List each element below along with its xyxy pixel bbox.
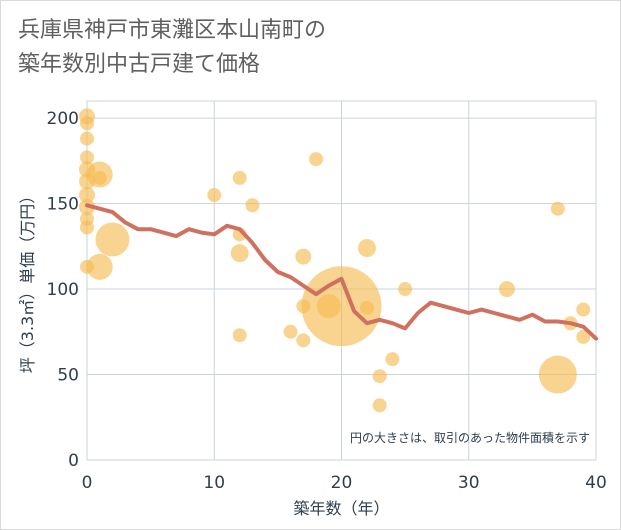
bubble-point [385, 352, 400, 367]
chart-title: 兵庫県神戸市東灘区本山南町の 築年数別中古戸建て価格 [18, 14, 326, 82]
bubble-point [398, 282, 413, 297]
bubble-point [80, 131, 94, 146]
y-tick-label: 0 [68, 451, 79, 471]
x-tick-label: 10 [203, 473, 225, 493]
bubble-point [296, 333, 311, 348]
chart-title-line-1: 兵庫県神戸市東灘区本山南町の [18, 18, 327, 43]
bubble-point [80, 150, 94, 165]
bubble-point [372, 398, 387, 413]
y-tick-label: 50 [57, 366, 79, 386]
average-price-line [85, 203, 598, 341]
bubble-point [230, 244, 249, 263]
bubble-point [357, 239, 376, 258]
bubble-point [372, 369, 387, 384]
chart-title-line-2: 築年数別中古戸建て価格 [18, 52, 261, 77]
y-tick-label: 150 [47, 195, 79, 215]
y-axis-label: 坪（3.3㎡）単価（万円） [18, 188, 37, 373]
bubble-point [295, 248, 312, 265]
bubble-point [232, 170, 247, 185]
bubble-point [80, 116, 94, 131]
bubble-point [576, 329, 591, 344]
x-axis-label: 築年数（年） [293, 499, 389, 518]
bubble-size-note: 円の大きさは、取引のあった物件面積を示す [350, 430, 590, 445]
bubble-point [498, 281, 515, 298]
bubble-series [79, 108, 591, 413]
bubble-point [86, 253, 113, 280]
bubble-point [80, 220, 94, 235]
x-tick-labels: 0 10 20 30 40 [82, 473, 607, 493]
bubble-point [576, 302, 591, 317]
x-tick-label: 40 [585, 473, 607, 493]
bubble-point [232, 328, 247, 343]
bubble-point [92, 170, 107, 185]
bubble-point [283, 324, 298, 339]
bubble-point [79, 187, 95, 204]
x-tick-label: 30 [458, 473, 480, 493]
y-tick-label: 100 [47, 280, 79, 300]
bubble-point [245, 198, 260, 213]
bubble-point [309, 152, 324, 167]
y-tick-label: 200 [47, 109, 79, 129]
y-tick-labels: 0 50 100 150 200 [47, 109, 79, 471]
bubble-point [550, 201, 565, 216]
bubble-point [207, 188, 222, 203]
bubble-point [301, 266, 382, 347]
grid-lines [86, 101, 597, 461]
bubble-point [359, 300, 374, 315]
bubble-point [538, 355, 577, 394]
x-tick-label: 0 [82, 473, 93, 493]
x-tick-label: 20 [331, 473, 353, 493]
bubble-point [95, 222, 130, 257]
